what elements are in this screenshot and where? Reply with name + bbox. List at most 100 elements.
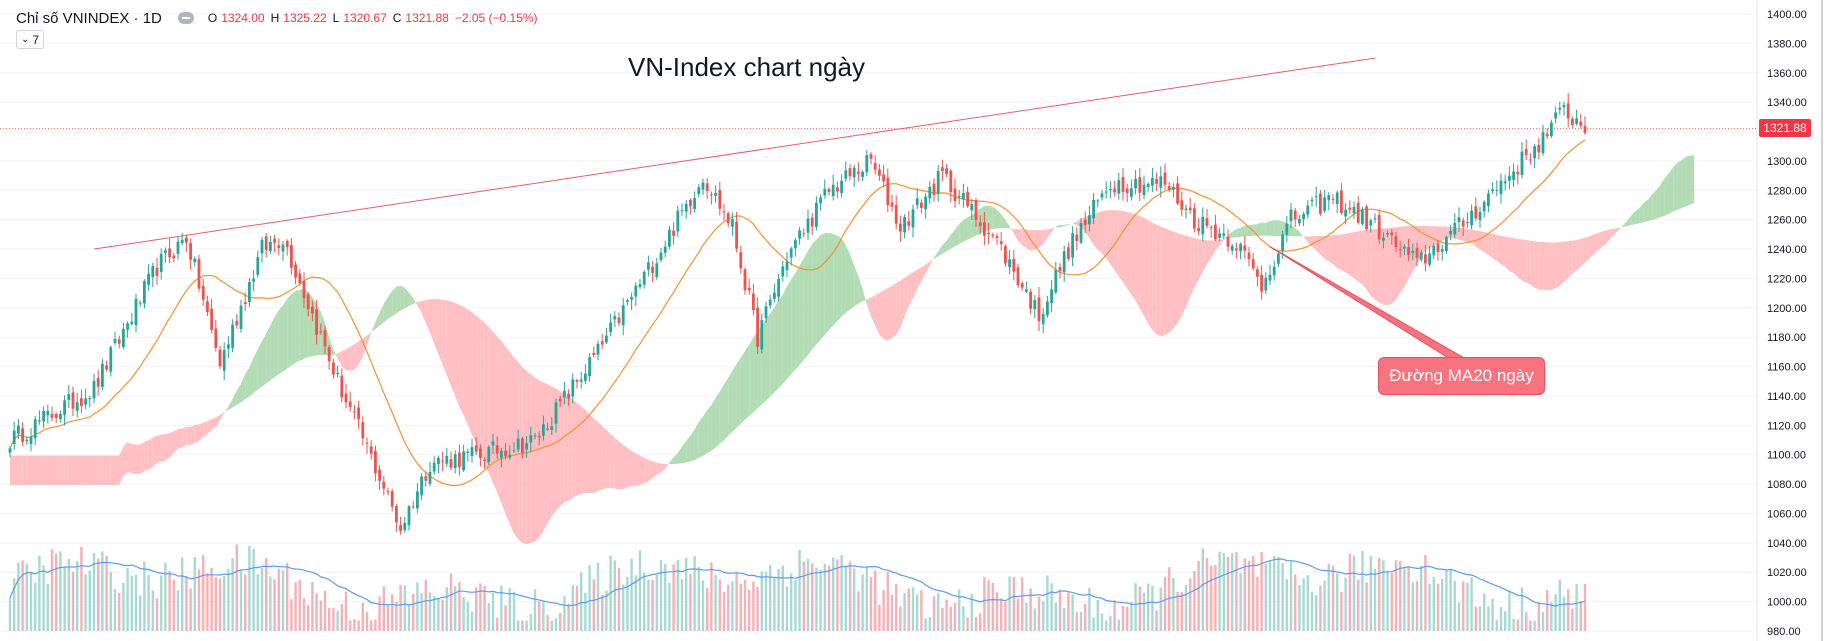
cloud-segment [623, 444, 628, 490]
price-tick-label: 1200.00 [1767, 303, 1807, 315]
cloud-segment [854, 265, 859, 307]
candle-body [1184, 208, 1188, 211]
volume-bar [365, 612, 369, 631]
volume-bar [1231, 552, 1234, 631]
candle-body [311, 306, 314, 314]
candle [474, 436, 478, 456]
volume-bar [626, 576, 629, 631]
candle-body [651, 266, 654, 273]
cloud-segment [14, 455, 19, 486]
volume-bar [185, 576, 188, 631]
candle-body [420, 476, 423, 496]
volume-bar [151, 590, 154, 631]
volume-bar [445, 587, 448, 631]
cloud-segment [1148, 220, 1153, 330]
candle [445, 447, 449, 467]
volume-bar [487, 603, 490, 631]
cloud-segment [1215, 239, 1220, 251]
volume-bar [1331, 566, 1335, 631]
volume-bar [1268, 561, 1272, 631]
volume-bar [1163, 576, 1167, 631]
candle [428, 462, 432, 487]
volume-bar [659, 559, 663, 631]
volume-bar [987, 580, 990, 631]
cloud-segment [1156, 224, 1161, 337]
candle [395, 503, 398, 532]
candle [67, 385, 71, 408]
candle [957, 189, 961, 205]
volume-bar [1306, 575, 1309, 631]
candle [1369, 218, 1373, 233]
candle [420, 473, 423, 500]
cloud-segment [992, 206, 997, 229]
cloud-segment [1526, 239, 1531, 285]
volume-bar [176, 590, 180, 631]
symbol-label[interactable]: Chỉ số VNINDEX · 1D [16, 9, 162, 27]
cloud-segment [1673, 162, 1678, 212]
eye-toggle-icon[interactable] [177, 12, 194, 24]
volume-bar [281, 570, 285, 631]
trendline[interactable] [93, 57, 1376, 250]
cloud-segment [1622, 220, 1627, 228]
candle-body [1537, 144, 1541, 153]
candle-body [432, 462, 436, 472]
candle-body [130, 321, 134, 325]
candle [651, 261, 654, 283]
candle-body [1197, 228, 1200, 232]
candle-body [1432, 245, 1436, 256]
candle [621, 298, 625, 336]
candle [1222, 223, 1226, 240]
volume-bar [1399, 561, 1402, 631]
cloud-segment [1438, 226, 1443, 244]
candle [1373, 213, 1377, 223]
volume-bar [223, 575, 226, 631]
candle [201, 278, 205, 306]
volume-bar [739, 583, 742, 631]
volume-bar [1428, 583, 1431, 631]
volume-bar [391, 594, 394, 631]
cloud-segment [1110, 210, 1115, 271]
volume-bar [1394, 560, 1398, 631]
cloud-segment [1160, 226, 1165, 337]
volume-bar [344, 591, 348, 631]
cloud-segment [866, 297, 871, 317]
candle-body [269, 241, 272, 252]
candle-body [525, 443, 528, 450]
volume-bar [521, 620, 524, 631]
volume-bar [1281, 563, 1284, 631]
candle-body [1125, 188, 1129, 194]
cloud-segment [1316, 235, 1321, 255]
price-axis[interactable]: 1400.001380.001360.001340.001320.001300.… [1756, 0, 1831, 641]
candle [319, 323, 323, 335]
cloud-segment [270, 317, 275, 381]
volume-bar [428, 592, 432, 631]
cloud-segment [589, 414, 594, 494]
candle [563, 381, 566, 405]
volume-bar [462, 597, 465, 631]
ma20-annotation[interactable]: Đường MA20 ngày [1378, 357, 1545, 395]
candle [357, 400, 360, 429]
candle [1398, 240, 1402, 258]
cloud-segment [26, 455, 31, 486]
candle-body [962, 192, 965, 200]
candle-body [1424, 254, 1427, 264]
volume-bar [1369, 555, 1372, 631]
cloud-segment [913, 269, 918, 299]
candle-body [1453, 222, 1457, 235]
candle-body [88, 398, 92, 400]
cloud-segment [988, 205, 993, 231]
indicators-collapse-button[interactable]: ⌄ 7 [16, 30, 45, 49]
candle [932, 178, 936, 202]
candle-body [206, 301, 209, 312]
candle-body [865, 155, 869, 173]
candle-body [621, 305, 625, 326]
cloud-segment [1601, 230, 1606, 247]
candle [1571, 116, 1574, 129]
candle [298, 268, 302, 286]
cloud-segment [535, 377, 540, 542]
volume-bar [525, 620, 528, 631]
price-tick-label: 1240.00 [1767, 244, 1807, 256]
volume-bar [979, 613, 982, 631]
candle-body [189, 243, 192, 260]
